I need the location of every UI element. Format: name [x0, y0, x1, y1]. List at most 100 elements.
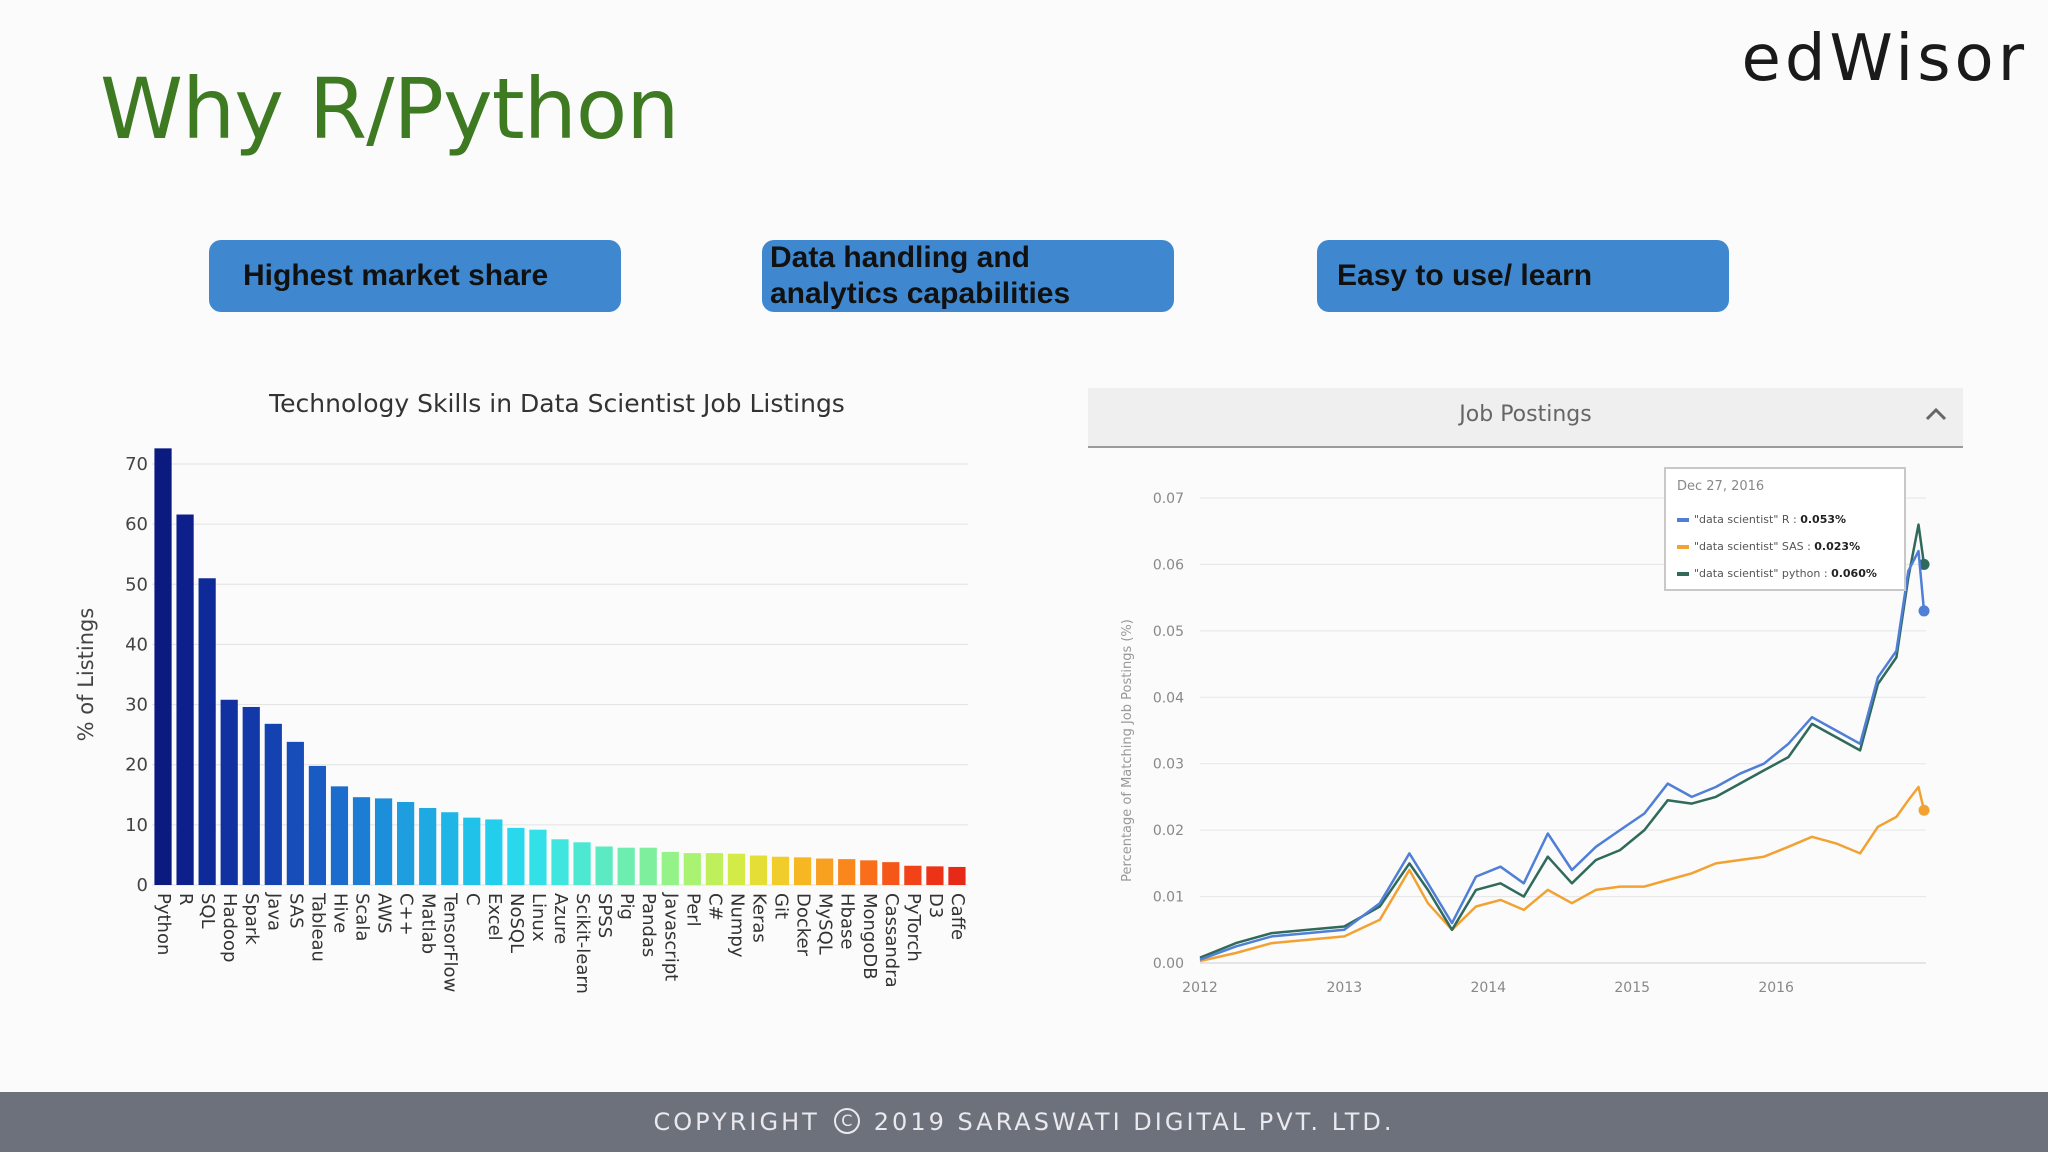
x-tick-label: Keras [748, 893, 769, 943]
x-tick-label: SQL [197, 893, 218, 929]
copyright-icon: C [833, 1108, 860, 1134]
bar [308, 765, 327, 885]
bar [639, 847, 657, 885]
x-tick-label: C++ [396, 893, 417, 936]
x-tick-label: Pandas [638, 893, 659, 957]
bar [771, 856, 790, 885]
tooltip-date: Dec 27, 2016 [1677, 479, 1764, 494]
bar [860, 860, 878, 885]
bar [727, 853, 746, 885]
y-tick-label: 0.00 [1153, 956, 1184, 972]
x-tick-label: D3 [925, 893, 946, 918]
panel-title: Job Postings [1459, 402, 1592, 427]
tooltip-entry-label: "data scientist" SAS : [1694, 540, 1814, 553]
slide-title: Why R/Python [100, 60, 680, 158]
x-tick-label: 2015 [1614, 980, 1650, 996]
pill-line: Data handling and [770, 241, 1031, 274]
series-end-marker [1918, 804, 1930, 816]
y-tick-label: 70 [125, 454, 148, 475]
chevron-up-icon[interactable] [1923, 402, 1949, 428]
bar [374, 798, 393, 885]
bar [330, 786, 349, 885]
x-tick-label: Scikit-learn [572, 893, 593, 994]
bar [352, 797, 371, 885]
bar [882, 862, 900, 885]
bar [661, 851, 679, 885]
y-tick-label: 20 [125, 755, 148, 776]
x-tick-label: Javascript [660, 892, 681, 981]
x-tick-label: SAS [285, 893, 306, 929]
x-tick-label: MongoDB [859, 893, 880, 980]
footer-bar: COPYRIGHT C 2019 SARASWATI DIGITAL PVT. LT… [0, 1092, 2048, 1152]
bar [926, 866, 944, 885]
bar [220, 699, 238, 885]
y-tick-label: 0.07 [1153, 491, 1184, 507]
pill-text: Data handling and analytics capabilities [770, 240, 1070, 312]
y-tick-label: 0.05 [1153, 624, 1184, 640]
x-tick-label: Linux [528, 893, 549, 942]
x-tick-label: 2012 [1182, 980, 1218, 996]
pill-easy-to-use: Easy to use/ learn [1317, 240, 1729, 312]
tooltip-swatch [1677, 545, 1689, 549]
tooltip-swatch [1677, 518, 1689, 522]
y-tick-label: 0 [137, 875, 148, 896]
x-tick-label: Azure [550, 893, 571, 944]
bar [793, 857, 812, 885]
y-tick-label: 30 [125, 695, 148, 716]
bar [705, 853, 723, 885]
bar [198, 578, 216, 885]
bar [463, 817, 481, 885]
x-tick-label: Matlab [418, 893, 439, 954]
brand-logo: edWisor [1741, 22, 2028, 96]
skills-bar-chart: Technology Skills in Data Scientist Job … [74, 389, 968, 994]
x-tick-label: Java [263, 892, 284, 931]
series-end-marker [1918, 605, 1930, 617]
y-tick-label: 0.03 [1153, 757, 1184, 773]
x-tick-label: Spark [241, 893, 262, 945]
bar [441, 812, 459, 885]
y-tick-label: 10 [125, 815, 148, 836]
series-line [1199, 523, 1926, 959]
job-postings-panel-header: Job Postings [1088, 388, 1963, 448]
x-tick-label: Perl [682, 893, 703, 927]
series-line [1199, 785, 1926, 963]
job-postings-line-chart: 0.00 0.01 0.02 0.03 0.04 0.05 0.06 0.07 2012 2013… [1120, 467, 1930, 996]
x-tick-label: AWS [374, 893, 395, 934]
footer-company: 2019 SARASWATI DIGITAL PVT. LTD. [873, 1108, 1395, 1136]
pill-data-handling: Data handling and analytics capabilities [762, 240, 1174, 312]
bar [419, 808, 437, 885]
bar [816, 858, 834, 885]
tooltip-entry-label: "data scientist" R : [1694, 513, 1800, 526]
tooltip-swatch [1677, 572, 1689, 576]
footer-copyright: COPYRIGHT [653, 1108, 820, 1136]
bar [264, 723, 282, 885]
bar [242, 706, 260, 885]
bar [573, 842, 591, 885]
tooltip-entry-label: "data scientist" python : [1694, 567, 1831, 580]
x-tick-label: Scala [352, 893, 373, 941]
x-tick-label: Python [153, 893, 174, 955]
x-tick-label: Pig [616, 893, 637, 920]
tooltip: Dec 27, 2016"data scientist" R : 0.053%"… [1664, 467, 1906, 591]
bar [683, 853, 701, 885]
y-tick-label: 0.01 [1153, 890, 1184, 906]
bar [507, 827, 525, 885]
x-tick-label: Hive [329, 893, 350, 933]
bar [154, 448, 172, 885]
y-tick-label: 40 [125, 634, 148, 655]
tooltip-entry: "data scientist" SAS : 0.023% [1694, 540, 1860, 553]
series-end-marker [1918, 558, 1930, 570]
pill-line: Highest market share [243, 259, 549, 292]
y-tick-label: 0.04 [1153, 690, 1184, 706]
pill-line: Easy to use/ learn [1337, 259, 1593, 292]
x-tick-label: Numpy [726, 893, 747, 958]
bar [529, 829, 547, 885]
bar [397, 802, 415, 885]
x-tick-label: Tableau [307, 892, 328, 962]
y-axis-label: % of Listings [74, 608, 98, 742]
bar [551, 839, 569, 885]
x-tick-label: 2014 [1470, 980, 1506, 996]
x-tick-label: Docker [793, 893, 814, 957]
series-line [1199, 549, 1926, 961]
x-tick-label: 2013 [1327, 980, 1363, 996]
